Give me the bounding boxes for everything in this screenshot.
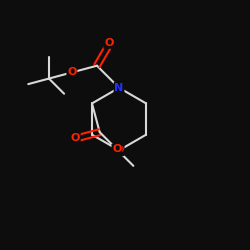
Text: O: O [67,67,76,77]
Text: O: O [104,38,114,48]
Text: O: O [114,145,124,155]
Text: N: N [114,83,124,93]
Text: O: O [70,133,80,143]
Text: O: O [112,144,122,154]
